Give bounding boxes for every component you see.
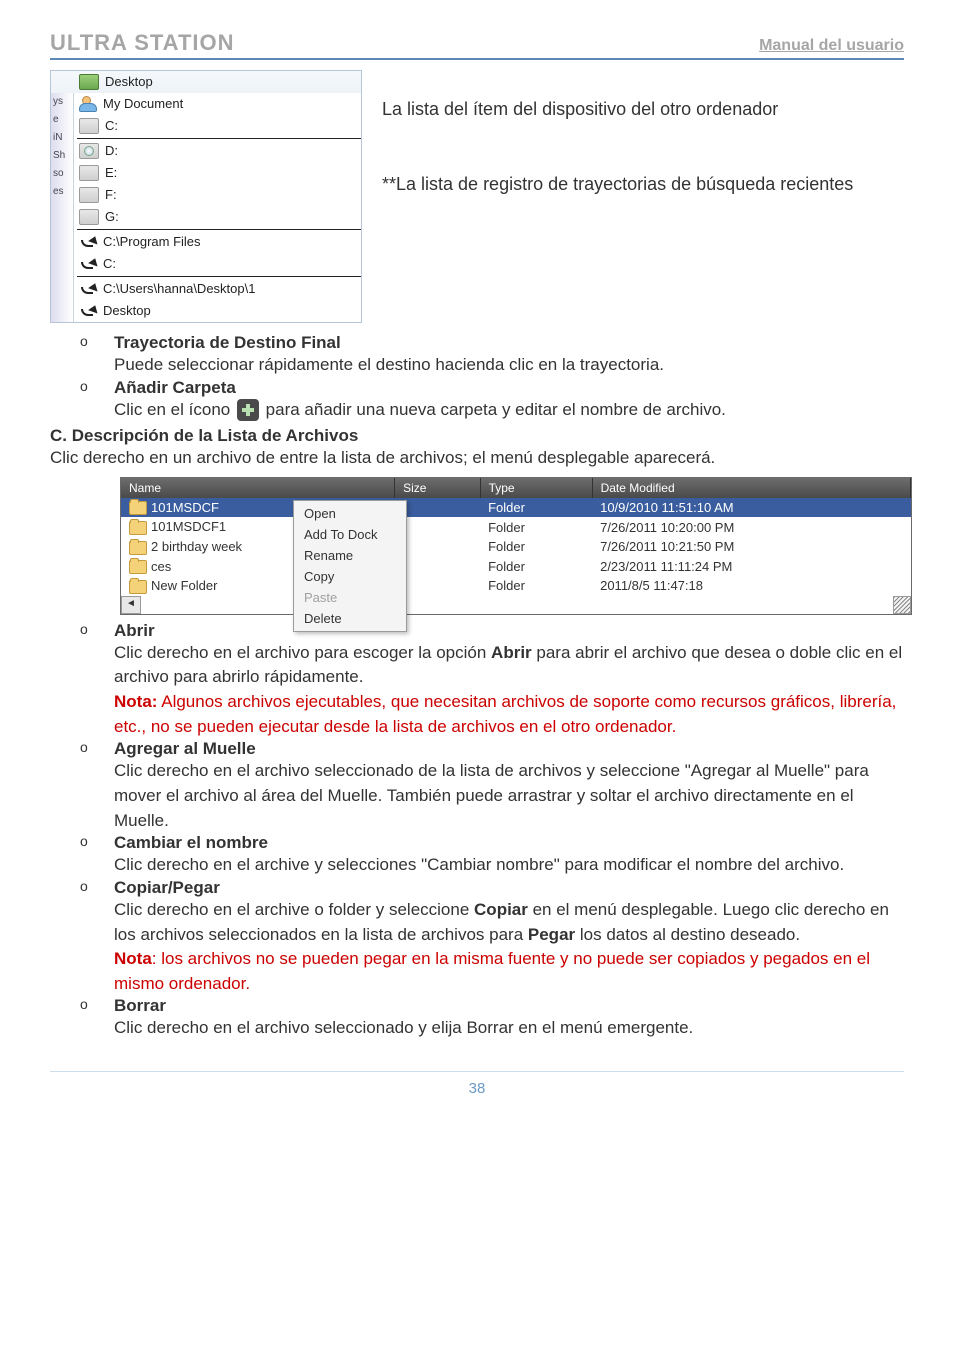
device-list-label: G: — [105, 208, 119, 226]
device-list-item[interactable]: C: — [51, 115, 361, 137]
bullet-title: Trayectoria de Destino Final — [114, 333, 904, 353]
drive-icon — [79, 165, 99, 181]
device-list-label: Desktop — [103, 302, 151, 320]
table-row[interactable]: 101MSDCFFolder10/9/2010 11:51:10 AM — [121, 498, 911, 518]
users-icon — [79, 96, 97, 112]
folder-icon — [129, 521, 147, 535]
drive-icon — [79, 187, 99, 203]
doc-title-left: ULTRA STATION — [50, 30, 235, 56]
device-list-item[interactable]: E: — [51, 162, 361, 184]
side-caption-1: La lista del ítem del dispositivo del ot… — [382, 94, 904, 125]
device-list-item[interactable]: G: — [51, 206, 361, 228]
bullet-marker: o — [80, 333, 100, 378]
bullet-title: Borrar — [114, 996, 904, 1016]
context-menu-item: Paste — [294, 587, 406, 608]
bullet-body: Clic derecho en el archive o folder y se… — [114, 898, 904, 947]
context-menu[interactable]: OpenAdd To DockRenameCopyPasteDelete — [293, 500, 407, 632]
device-list-label: C:\Program Files — [103, 233, 201, 251]
device-list-label: My Document — [103, 95, 183, 113]
column-header[interactable]: Date Modified — [592, 478, 910, 498]
bullet-marker: o — [80, 739, 100, 833]
device-list-label: C: — [105, 117, 118, 135]
doc-title-right: Manual del usuario — [759, 37, 904, 55]
folder-icon — [129, 501, 147, 515]
bullet-body: Clic derecho en el archivo para escoger … — [114, 641, 904, 690]
device-list-label: Desktop — [105, 73, 153, 91]
page-number: 38 — [50, 1071, 904, 1097]
bullet-marker: o — [80, 878, 100, 997]
desk-icon — [79, 74, 99, 90]
bullet-note: Nota: Algunos archivos ejecutables, que … — [114, 690, 904, 739]
arrow-icon — [79, 303, 97, 319]
table-row[interactable]: 2 birthday weekFolder7/26/2011 10:21:50 … — [121, 537, 911, 557]
context-menu-item[interactable]: Copy — [294, 566, 406, 587]
table-row[interactable]: New FolderFolder2011/8/5 11:47:18 — [121, 576, 911, 596]
context-menu-item[interactable]: Open — [294, 503, 406, 524]
folder-icon — [129, 580, 147, 594]
device-list-label: F: — [105, 186, 117, 204]
device-list-item[interactable]: C: — [51, 253, 361, 275]
arrow-icon — [79, 281, 97, 297]
bullet-marker: o — [80, 378, 100, 423]
drive-icon — [79, 118, 99, 134]
device-list-label: E: — [105, 164, 117, 182]
column-header[interactable]: Type — [480, 478, 592, 498]
context-menu-item[interactable]: Rename — [294, 545, 406, 566]
add-folder-icon[interactable] — [237, 399, 259, 421]
bullet-body: Clic en el ícono para añadir una nueva c… — [114, 398, 904, 423]
column-header[interactable]: Size — [395, 478, 481, 498]
bullet-title: Copiar/Pegar — [114, 878, 904, 898]
bullet-marker: o — [80, 996, 100, 1041]
table-row[interactable]: cesFolder2/23/2011 11:11:24 PM — [121, 557, 911, 577]
resize-grip-icon[interactable] — [893, 596, 911, 614]
device-list-item[interactable]: Desktop — [51, 300, 361, 322]
side-caption-2: **La lista de registro de trayectorias d… — [382, 169, 904, 200]
device-list-item[interactable]: D: — [51, 140, 361, 162]
folder-icon — [129, 541, 147, 555]
device-list-panel: ys e iN Sh so es DesktopMy DocumentC:D:E… — [50, 70, 362, 323]
section-c-title: C. Descripción de la Lista de Archivos — [50, 426, 904, 446]
device-list-label: C: — [103, 255, 116, 273]
disc-icon — [79, 143, 99, 159]
device-list-label: C:\Users\hanna\Desktop\1 — [103, 280, 255, 298]
bullet-title: Añadir Carpeta — [114, 378, 904, 398]
context-menu-item[interactable]: Add To Dock — [294, 524, 406, 545]
context-menu-item[interactable]: Delete — [294, 608, 406, 629]
bullet-body: Clic derecho en el archivo seleccionado … — [114, 759, 904, 833]
bullet-title: Abrir — [114, 621, 904, 641]
arrow-icon — [79, 234, 97, 250]
bullet-body: Clic derecho en el archivo seleccionado … — [114, 1016, 904, 1041]
bullet-marker: o — [80, 833, 100, 878]
bullet-marker: o — [80, 621, 100, 740]
device-list-label: D: — [105, 142, 118, 160]
bullet-note: Nota: los archivos no se pueden pegar en… — [114, 947, 904, 996]
device-list-item[interactable]: C:\Program Files — [51, 231, 361, 253]
device-list-item[interactable]: F: — [51, 184, 361, 206]
drive-icon — [79, 209, 99, 225]
device-list-item[interactable]: C:\Users\hanna\Desktop\1 — [51, 278, 361, 300]
bullet-body: Clic derecho en el archive y selecciones… — [114, 853, 904, 878]
bullet-body: Puede seleccionar rápidamente el destino… — [114, 353, 904, 378]
table-row[interactable]: 101MSDCF1Folder7/26/2011 10:20:00 PM — [121, 517, 911, 537]
file-list-table: NameSizeTypeDate Modified 101MSDCFFolder… — [120, 477, 912, 615]
device-list-item[interactable]: My Document — [51, 93, 361, 115]
column-header[interactable]: Name — [121, 478, 395, 498]
folder-icon — [129, 560, 147, 574]
scroll-left-button[interactable]: ◄ — [121, 596, 141, 614]
bullet-title: Agregar al Muelle — [114, 739, 904, 759]
arrow-icon — [79, 256, 97, 272]
bullet-title: Cambiar el nombre — [114, 833, 904, 853]
device-list-item[interactable]: Desktop — [51, 71, 361, 93]
section-c-sub: Clic derecho en un archivo de entre la l… — [50, 446, 904, 471]
